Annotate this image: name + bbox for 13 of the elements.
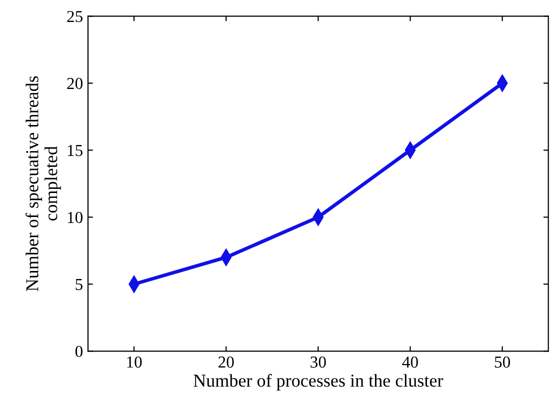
y-tick-label: 25 [67,10,82,22]
x-tick-label: 40 [402,356,418,368]
y-tick-label: 10 [68,212,83,224]
x-axis-title: Number of processes in the cluster [194,374,444,390]
x-tick-label: 30 [310,356,326,368]
y-tick-label: 20 [67,78,83,90]
x-tick-label: 50 [494,356,510,368]
y-axis-title: Number of specuative threads completed [25,76,61,292]
y-tick-label: 0 [75,346,83,358]
y-tick-label: 5 [76,279,82,290]
x-tick-label: 10 [127,356,142,368]
x-tick-label: 20 [218,356,234,368]
y-tick-label: 15 [68,144,82,156]
